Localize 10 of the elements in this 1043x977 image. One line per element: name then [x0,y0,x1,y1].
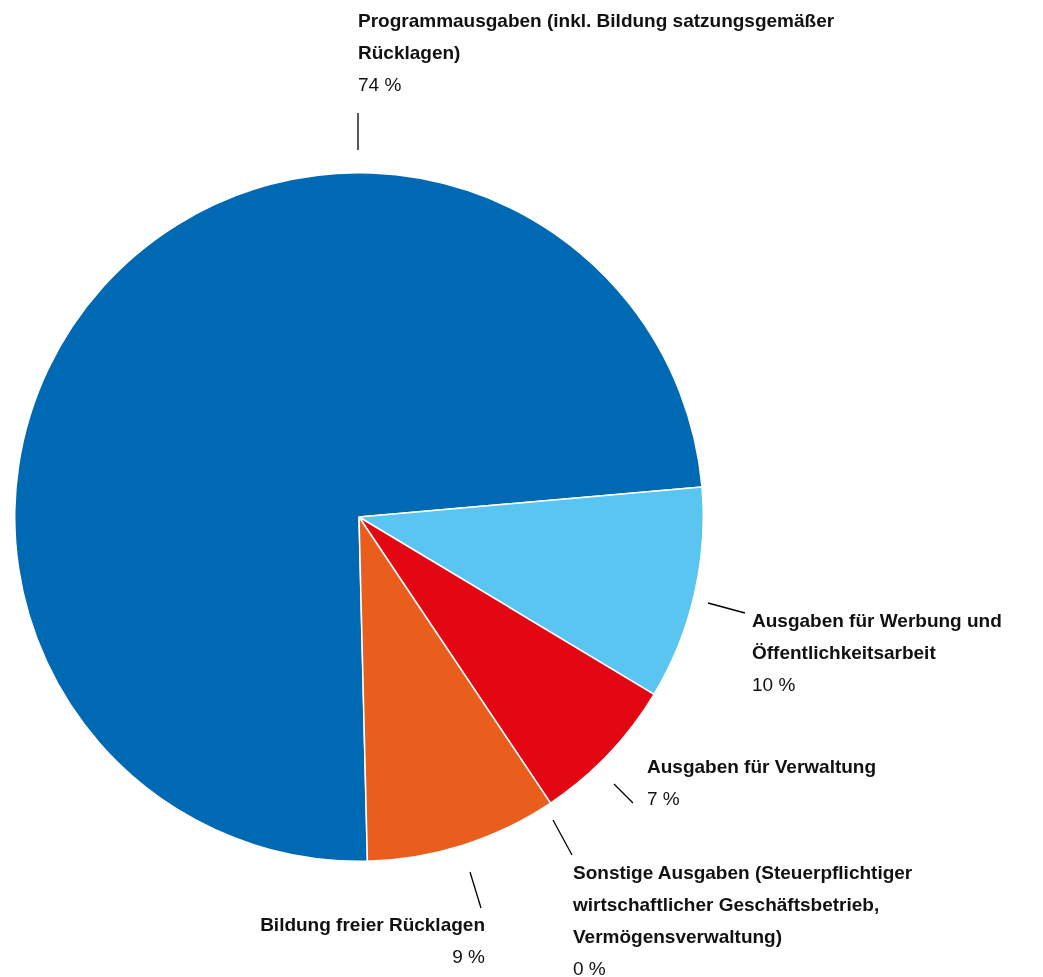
slice-label: Ausgaben für Verwaltung [647,756,877,778]
slice-label: Ausgaben für Werbung und Öffentlichkeitsarbeit [752,610,1002,664]
text: 0 % [573,958,606,977]
data-label: 10 % [752,674,796,696]
slice-label: Programmausgaben (inkl. Bildung satzungsgemäßer Rücklagen) [358,10,835,64]
legend-label: Sonstige Ausgaben (Steuerpflichtiger wirtschaftlicher Geschäftsbetrieb, Vermögensverwaltung) [572,862,913,948]
data-label: 9 % [452,946,486,968]
data-label: 74 % [358,74,402,96]
data-label: 7 % [647,788,680,810]
slice-label: Bildung freier Rücklagen [260,914,485,936]
